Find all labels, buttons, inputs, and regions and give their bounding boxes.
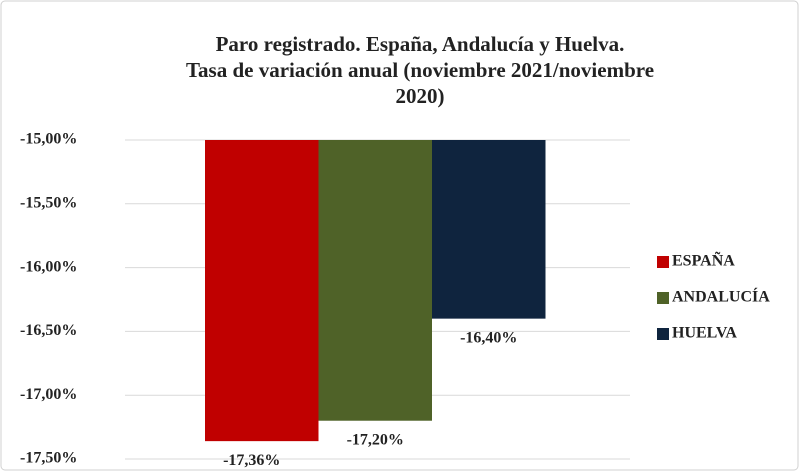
bar	[205, 140, 319, 442]
data-label: -16,40%	[460, 329, 517, 346]
y-tick-label: -17,50%	[20, 450, 77, 467]
chart-title: 2020)	[396, 84, 445, 108]
bar	[432, 140, 546, 319]
legend-label: ESPAÑA	[672, 251, 735, 270]
chart-title: Tasa de variación anual (noviembre 2021/…	[186, 58, 654, 82]
y-tick-label: -16,50%	[20, 322, 77, 339]
y-tick-label: -15,50%	[20, 194, 77, 211]
legend-swatch	[657, 256, 669, 268]
y-tick-label: -15,00%	[20, 131, 77, 148]
chart-title: Paro registrado. España, Andalucía y Hue…	[216, 32, 625, 56]
legend-label: ANDALUCÍA	[672, 287, 770, 306]
y-tick-label: -17,00%	[20, 386, 77, 403]
legend-label: HUELVA	[672, 325, 737, 342]
bar	[318, 140, 432, 421]
legend-swatch	[657, 292, 669, 304]
y-tick-label: -16,00%	[20, 258, 77, 275]
data-label: -17,36%	[223, 452, 280, 469]
legend-swatch	[657, 328, 669, 340]
data-label: -17,20%	[347, 431, 404, 448]
